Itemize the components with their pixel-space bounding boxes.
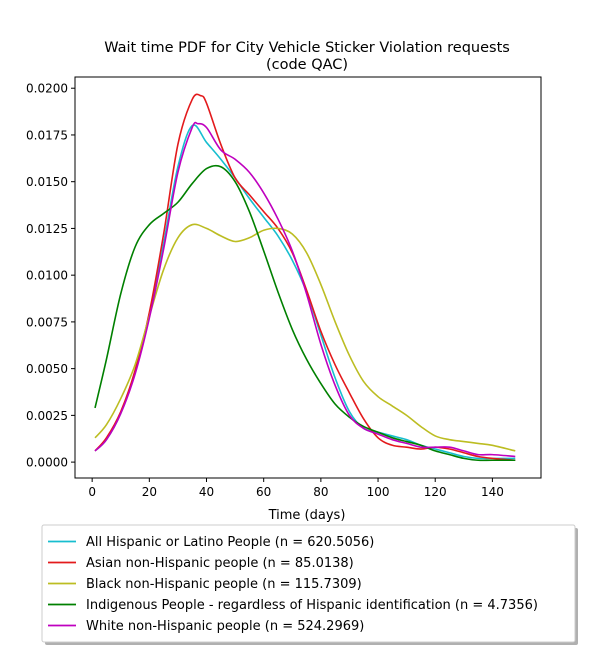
plot-area — [74, 76, 542, 479]
y-axis: 0.0000 0.0025 0.0050 0.0075 0.0100 0.0125 0.01… — [26, 82, 75, 470]
legend: All Hispanic or Latino People (n = 620.5… — [41, 524, 578, 645]
legend-label: White non-Hispanic people (n = 524.2969) — [86, 619, 364, 634]
x-tick-label: 20 — [142, 485, 157, 499]
x-tick-label: 140 — [481, 485, 504, 499]
x-tick-label: 0 — [88, 485, 96, 499]
y-tick-label: 0.0200 — [26, 82, 68, 96]
y-tick-label: 0.0025 — [26, 409, 68, 423]
series-line-5 — [94, 121, 516, 458]
series-lines — [94, 93, 516, 462]
legend-label: Asian non-Hispanic people (n = 85.0138) — [86, 556, 354, 571]
series-line-1 — [94, 124, 516, 460]
x-tick-label: 40 — [199, 485, 214, 499]
legend-label: All Hispanic or Latino People (n = 620.5… — [86, 535, 374, 550]
y-tick-label: 0.0075 — [26, 315, 68, 329]
x-axis-label: Time (days) — [268, 508, 346, 523]
x-tick-label: 60 — [256, 485, 271, 499]
series-line-3 — [94, 223, 516, 452]
x-tick-label: 80 — [313, 485, 328, 499]
series-line-4 — [94, 164, 516, 462]
y-tick-label: 0.0100 — [26, 269, 68, 283]
plot-frame — [74, 76, 542, 479]
legend-label: Indigenous People - regardless of Hispan… — [86, 598, 538, 613]
legend-label: Black non-Hispanic people (n = 115.7309) — [86, 577, 362, 592]
legend-box — [41, 524, 576, 643]
y-tick-label: 0.0175 — [26, 128, 68, 142]
chart-title: Wait time PDF for City Vehicle Sticker V… — [104, 40, 510, 56]
y-tick-label: 0.0125 — [26, 222, 68, 236]
y-tick-label: 0.0050 — [26, 362, 68, 376]
chart-subtitle: (code QAC) — [266, 57, 348, 73]
x-tick-label: 120 — [424, 485, 447, 499]
y-tick-label: 0.0150 — [26, 175, 68, 189]
x-tick-label: 100 — [367, 485, 390, 499]
y-tick-label: 0.0000 — [26, 456, 68, 470]
x-axis: 0 20 40 60 80 100 120 140 — [88, 478, 504, 499]
